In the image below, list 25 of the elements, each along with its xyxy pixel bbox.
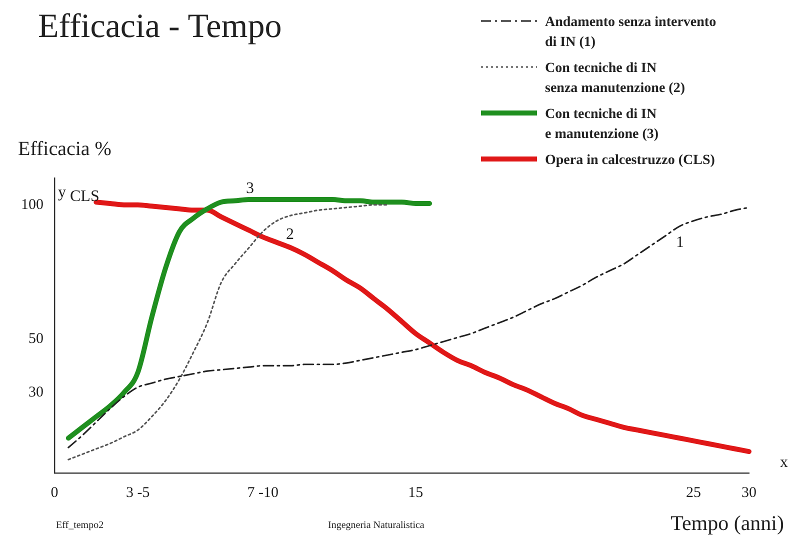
legend-label: Con tecniche di IN e manutenzione (3) bbox=[545, 106, 659, 144]
legend-label: Opera in calcestruzzo (CLS) bbox=[545, 152, 715, 170]
legend-label: Andamento senza intervento di IN (1) bbox=[545, 14, 716, 52]
x-tick-label: 7 -10 bbox=[247, 484, 278, 501]
annotation: 1 bbox=[676, 234, 684, 252]
x-tick-label: 25 bbox=[686, 484, 701, 501]
x-axis-title: Tempo (anni) bbox=[670, 511, 784, 536]
y-axis-title: Efficacia % bbox=[18, 138, 112, 161]
chart-title: Efficacia - Tempo bbox=[38, 8, 282, 46]
text: x bbox=[780, 454, 788, 472]
y-tick-label: 100 bbox=[21, 196, 44, 213]
x-tick-label: 30 bbox=[742, 484, 756, 501]
annotation: CLS bbox=[70, 188, 100, 206]
line-series bbox=[68, 204, 389, 460]
annotation: 2 bbox=[286, 226, 294, 244]
x-tick-label: 15 bbox=[408, 484, 424, 501]
x-tick-label: 3 -5 bbox=[126, 484, 150, 501]
annotation: y bbox=[58, 184, 66, 202]
y-tick-label: 50 bbox=[28, 330, 44, 347]
y-tick-label: 30 bbox=[28, 384, 44, 400]
legend-label: Con tecniche di IN senza manutenzione (2) bbox=[545, 60, 685, 98]
x-tick-label: 0 bbox=[50, 484, 58, 501]
text: Ingegneria Naturalistica bbox=[328, 520, 424, 531]
text: Eff_tempo2 bbox=[56, 520, 104, 531]
annotation: 3 bbox=[246, 180, 254, 198]
